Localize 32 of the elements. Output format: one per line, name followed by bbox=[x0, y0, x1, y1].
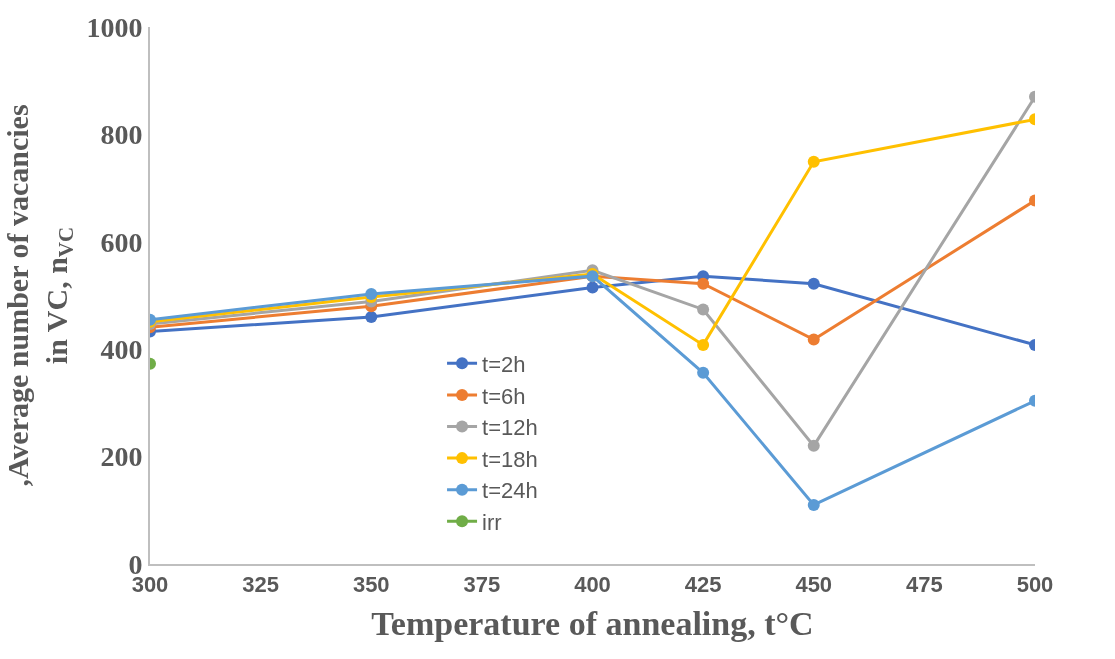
y-tick-label: 400 bbox=[100, 334, 143, 365]
legend-label: t=6h bbox=[482, 383, 526, 409]
point bbox=[697, 277, 710, 290]
y-tick-label: 800 bbox=[100, 119, 143, 151]
point bbox=[365, 310, 378, 323]
legend-label: t=2h bbox=[482, 351, 526, 377]
point bbox=[807, 277, 820, 290]
y-tick-label: 1000 bbox=[86, 11, 143, 43]
x-tick-label: 375 bbox=[463, 572, 501, 598]
x-axis-title: Temperature of annealing, t°C bbox=[371, 605, 814, 643]
x-tick-label: 500 bbox=[1016, 572, 1054, 598]
x-tick-label: 475 bbox=[906, 572, 943, 598]
x-tick-label: 350 bbox=[352, 572, 390, 598]
x-tick-label: 450 bbox=[795, 572, 833, 598]
point bbox=[697, 338, 710, 351]
point bbox=[697, 366, 710, 379]
legend-label: t=18h bbox=[482, 446, 538, 472]
legend-label: t=12h bbox=[482, 415, 538, 441]
x-tick-label: 400 bbox=[574, 572, 611, 598]
y-tick-label: 600 bbox=[100, 226, 143, 258]
point bbox=[807, 498, 820, 511]
point bbox=[586, 281, 599, 294]
y-tick-label: 200 bbox=[100, 441, 143, 473]
legend-label: t=24h bbox=[482, 478, 538, 504]
point bbox=[807, 439, 820, 452]
legend-label: irr bbox=[482, 509, 502, 535]
point bbox=[365, 287, 378, 300]
point bbox=[697, 303, 710, 316]
x-tick-label: 325 bbox=[242, 572, 279, 598]
point bbox=[807, 333, 820, 346]
x-tick-label: 425 bbox=[684, 572, 722, 598]
point bbox=[807, 155, 820, 168]
